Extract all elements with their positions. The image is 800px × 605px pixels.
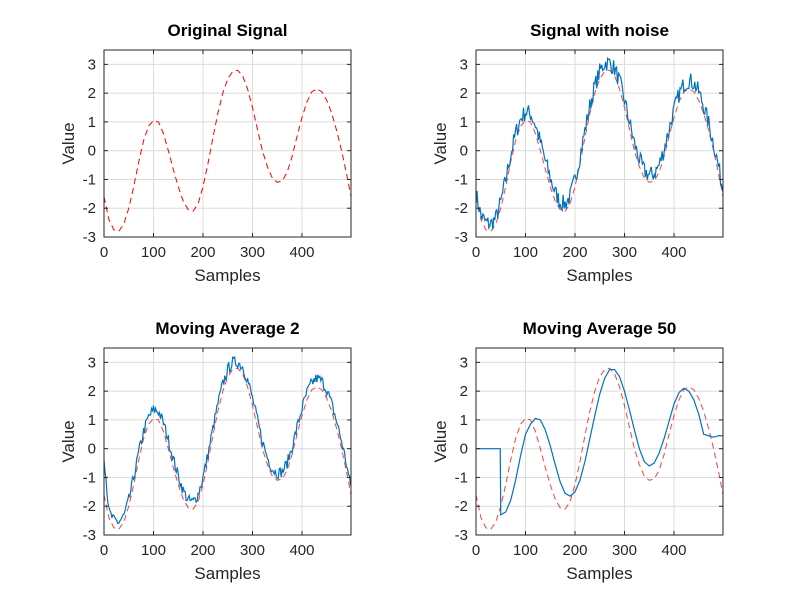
y-tick-label: 1 bbox=[88, 412, 96, 429]
x-axis-label: Samples bbox=[566, 564, 632, 583]
x-tick-label: 200 bbox=[562, 542, 587, 559]
y-tick-label: -2 bbox=[83, 498, 96, 515]
y-tick-label: 1 bbox=[460, 114, 468, 131]
axes-box bbox=[103, 347, 352, 536]
y-tick-label: 0 bbox=[88, 441, 96, 458]
y-tick-label: -2 bbox=[455, 498, 468, 515]
x-tick-label: 400 bbox=[661, 244, 686, 261]
axes-box bbox=[475, 49, 724, 238]
y-tick-label: 1 bbox=[88, 114, 96, 131]
subplot-1: 0 100 200 300 400 -3 -2 -1 0 1 2 3 Original Signal Sa… bbox=[59, 21, 352, 285]
y-tick-label: -1 bbox=[455, 171, 468, 188]
y-axis-label: Value bbox=[431, 420, 450, 462]
y-tick-label: -3 bbox=[455, 527, 468, 544]
x-axis-label: Samples bbox=[194, 564, 260, 583]
x-tick-label: 0 bbox=[472, 542, 480, 559]
y-tick-label: -1 bbox=[83, 171, 96, 188]
subplot-4: 0 100 200 300 400 -3 -2 -1 0 1 2 3 Moving Average 50… bbox=[431, 319, 724, 583]
x-tick-label: 100 bbox=[513, 244, 538, 261]
processed-signal-line bbox=[104, 355, 351, 525]
y-tick-label: 3 bbox=[88, 354, 96, 371]
y-tick-label: 2 bbox=[460, 383, 468, 400]
y-tick-label: -3 bbox=[455, 229, 468, 246]
x-tick-label: 100 bbox=[141, 244, 166, 261]
x-tick-label: 400 bbox=[289, 542, 314, 559]
y-tick-label: 3 bbox=[460, 56, 468, 73]
x-tick-label: 300 bbox=[612, 244, 637, 261]
axes-box bbox=[103, 49, 352, 238]
y-tick-label: 2 bbox=[460, 85, 468, 102]
x-tick-label: 300 bbox=[240, 244, 265, 261]
processed-signal-line bbox=[476, 368, 723, 516]
x-tick-label: 300 bbox=[240, 542, 265, 559]
y-tick-label: -1 bbox=[455, 469, 468, 486]
x-tick-label: 200 bbox=[190, 542, 215, 559]
y-tick-label: -2 bbox=[455, 200, 468, 217]
subplot-3: 0 100 200 300 400 -3 -2 -1 0 1 2 3 Moving Average 2 S… bbox=[59, 319, 352, 583]
x-tick-label: 100 bbox=[141, 542, 166, 559]
y-tick-label: -1 bbox=[83, 469, 96, 486]
x-tick-label: 400 bbox=[289, 244, 314, 261]
x-tick-label: 0 bbox=[100, 244, 108, 261]
x-axis-label: Samples bbox=[566, 266, 632, 285]
axes-box bbox=[475, 347, 724, 536]
x-axis-label: Samples bbox=[194, 266, 260, 285]
y-tick-label: 2 bbox=[88, 383, 96, 400]
subplot-title: Moving Average 50 bbox=[523, 319, 677, 338]
subplot-title: Original Signal bbox=[168, 21, 288, 40]
y-tick-label: 0 bbox=[460, 143, 468, 160]
y-axis-label: Value bbox=[431, 122, 450, 164]
y-tick-label: 3 bbox=[88, 56, 96, 73]
processed-signal-line bbox=[476, 56, 723, 231]
x-tick-label: 300 bbox=[612, 542, 637, 559]
y-tick-label: 1 bbox=[460, 412, 468, 429]
y-tick-label: 0 bbox=[460, 441, 468, 458]
y-tick-label: 0 bbox=[88, 143, 96, 160]
subplot-title: Moving Average 2 bbox=[155, 319, 299, 338]
x-tick-label: 200 bbox=[190, 244, 215, 261]
subplot-2: 0 100 200 300 400 -3 -2 -1 0 1 2 3 Signal with noise… bbox=[431, 21, 724, 285]
y-tick-label: -2 bbox=[83, 200, 96, 217]
y-tick-label: -3 bbox=[83, 229, 96, 246]
y-tick-label: 3 bbox=[460, 354, 468, 371]
x-tick-label: 100 bbox=[513, 542, 538, 559]
y-tick-label: -3 bbox=[83, 527, 96, 544]
x-tick-label: 200 bbox=[562, 244, 587, 261]
y-tick-label: 2 bbox=[88, 85, 96, 102]
x-tick-label: 400 bbox=[661, 542, 686, 559]
x-tick-label: 0 bbox=[472, 244, 480, 261]
y-axis-label: Value bbox=[59, 122, 78, 164]
y-axis-label: Value bbox=[59, 420, 78, 462]
x-tick-label: 0 bbox=[100, 542, 108, 559]
subplot-title: Signal with noise bbox=[530, 21, 669, 40]
